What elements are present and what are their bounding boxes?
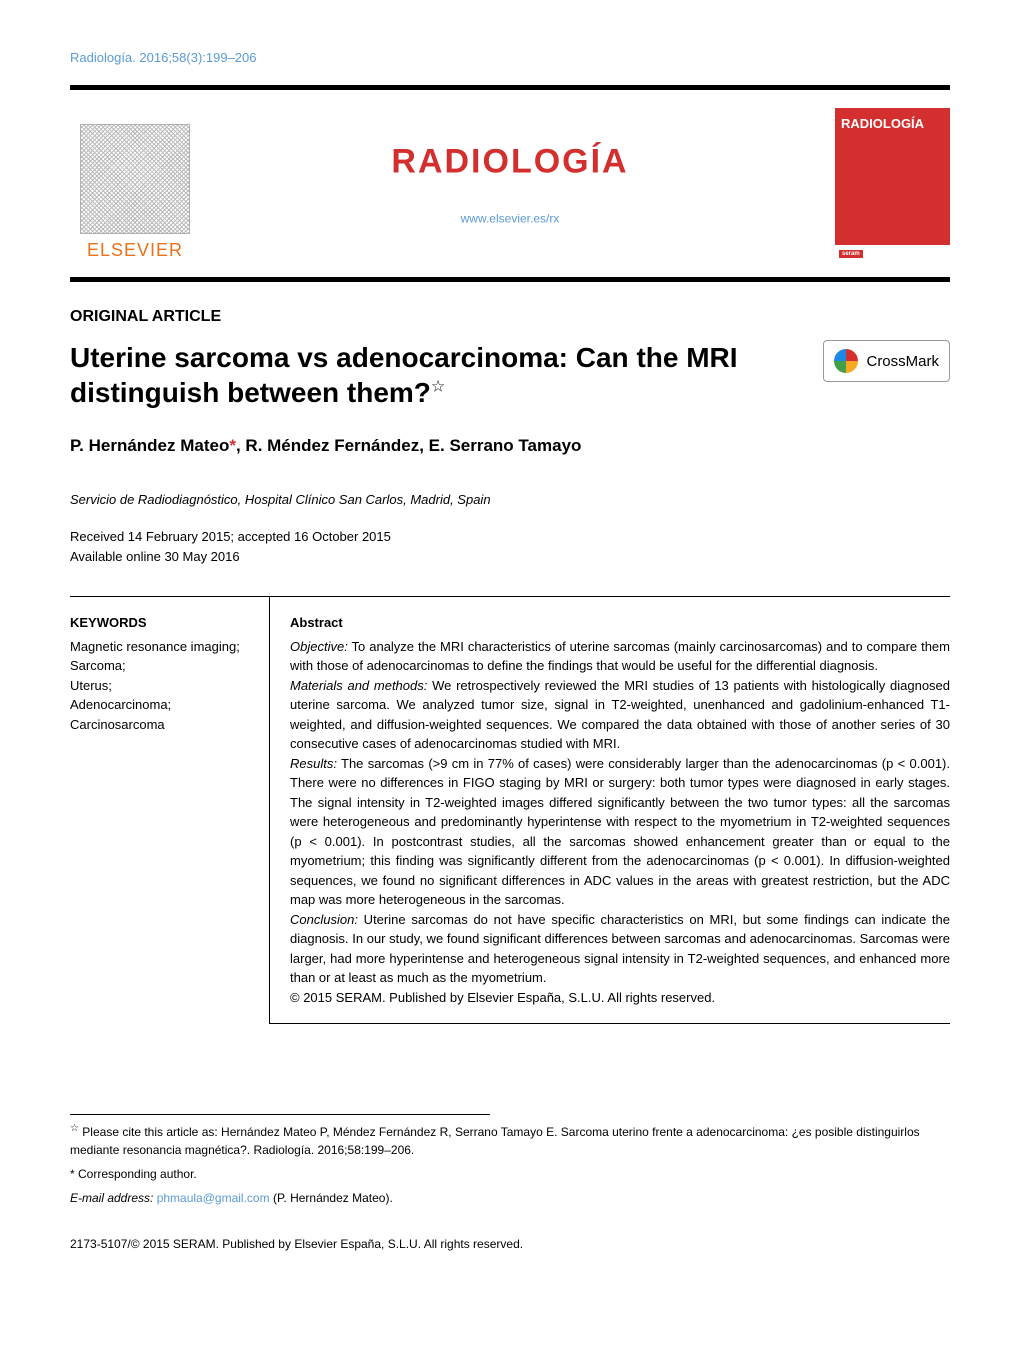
journal-reference: Radiología. 2016;58(3):199–206 [70,50,950,65]
corresponding-marker: * [229,436,236,455]
crossmark-icon [834,349,858,373]
corr-text: Corresponding author. [75,1167,197,1181]
title-line1: Uterine sarcoma vs adenocarcinoma: Can t… [70,342,738,373]
journal-name-link[interactable]: Radiología. [70,50,136,65]
conclusion-text: Uterine sarcomas do not have specific ch… [290,912,950,986]
email-label: E-mail address: [70,1191,157,1205]
abstract-copyright: © 2015 SERAM. Published by Elsevier Espa… [290,988,950,1008]
abstract-objective: Objective: To analyze the MRI characteri… [290,637,950,676]
results-label: Results: [290,756,337,771]
footnote-cite: ☆ Please cite this article as: Hernández… [70,1121,950,1159]
affiliation: Servicio de Radiodiagnóstico, Hospital C… [70,492,950,507]
authors: P. Hernández Mateo*, R. Méndez Fernández… [70,436,950,456]
title-footnote-star: ☆ [431,379,445,396]
cover-footer: seram [835,245,950,263]
elsevier-tree-icon [80,124,190,234]
footnote-corresponding: * Corresponding author. [70,1165,950,1183]
keyword-item: Carcinosarcoma [70,715,253,735]
keyword-item: Magnetic resonance imaging; [70,637,253,657]
elsevier-wordmark: ELSEVIER [87,240,183,261]
journal-title: RADIOLOGÍA [391,142,628,181]
journal-header: ELSEVIER RADIOLOGÍA www.elsevier.es/rx R… [70,85,950,282]
email-link[interactable]: phmaula@gmail.com [157,1191,270,1205]
article-type: ORIGINAL ARTICLE [70,308,950,326]
objective-label: Objective: [290,639,348,654]
title-row: Uterine sarcoma vs adenocarcinoma: Can t… [70,340,950,410]
footnote-cite-text: Please cite this article as: Hernández M… [70,1125,920,1157]
keywords-heading: KEYWORDS [70,613,253,633]
journal-url-link[interactable]: www.elsevier.es/rx [391,211,628,225]
journal-cover-thumbnail[interactable]: RADIOLOGÍA seram [835,108,950,263]
journal-citation: 2016;58(3):199–206 [136,50,257,65]
email-suffix: (P. Hernández Mateo). [270,1191,393,1205]
keyword-item: Uterus; [70,676,253,696]
keyword-item: Sarcoma; [70,656,253,676]
received-date: Received 14 February 2015; accepted 16 O… [70,527,950,547]
authors-rest: , R. Méndez Fernández, E. Serrano Tamayo [236,436,581,455]
abstract-results: Results: The sarcomas (>9 cm in 77% of c… [290,754,950,910]
article-dates: Received 14 February 2015; accepted 16 O… [70,527,950,566]
crossmark-label: CrossMark [866,353,939,370]
title-line2: distinguish between them? [70,377,431,408]
results-text: The sarcomas (>9 cm in 77% of cases) wer… [290,756,950,908]
abstract-conclusion: Conclusion: Uterine sarcomas do not have… [290,910,950,988]
abstract-wrapper: KEYWORDS Magnetic resonance imaging; Sar… [70,596,950,1024]
available-date: Available online 30 May 2016 [70,547,950,567]
abstract-methods: Materials and methods: We retrospectivel… [290,676,950,754]
header-center: RADIOLOGÍA www.elsevier.es/rx [391,142,628,225]
crossmark-button[interactable]: CrossMark [823,340,950,382]
page-copyright: 2173-5107/© 2015 SERAM. Published by Els… [70,1237,950,1251]
methods-label: Materials and methods: [290,678,427,693]
footnote-email: E-mail address: phmaula@gmail.com (P. He… [70,1189,950,1207]
elsevier-logo[interactable]: ELSEVIER [70,111,200,261]
seram-badge: seram [839,250,863,258]
conclusion-label: Conclusion: [290,912,358,927]
article-title: Uterine sarcoma vs adenocarcinoma: Can t… [70,340,738,410]
footnote-star-icon: ☆ [70,1123,79,1134]
abstract-heading: Abstract [290,613,950,633]
footnote-rule [70,1114,490,1115]
keyword-item: Adenocarcinoma; [70,695,253,715]
keywords-column: KEYWORDS Magnetic resonance imaging; Sar… [70,596,270,1024]
abstract-column: Abstract Objective: To analyze the MRI c… [270,596,950,1024]
objective-text: To analyze the MRI characteristics of ut… [290,639,950,674]
cover-title: RADIOLOGÍA [835,108,950,131]
author-first: P. Hernández Mateo [70,436,229,455]
